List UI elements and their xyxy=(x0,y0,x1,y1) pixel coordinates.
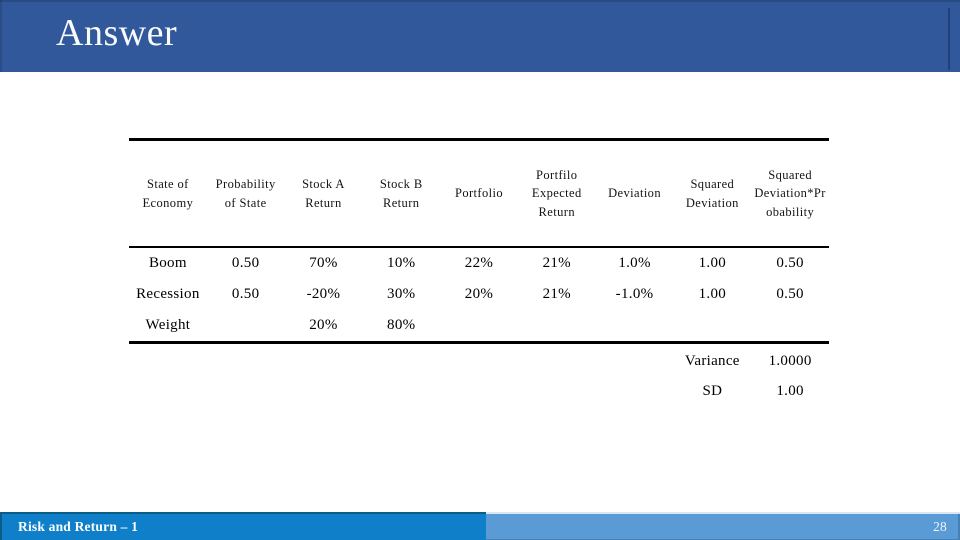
column-header-deviation: Deviation xyxy=(608,186,661,201)
table-cell: 22% xyxy=(464,255,494,271)
footer-right-bar: 28 xyxy=(486,512,960,540)
title-bar: Answer xyxy=(0,0,960,72)
column-header-squared-deviation: Squared Deviation xyxy=(685,177,739,210)
table-cell: 80% xyxy=(387,317,416,333)
sd-value: 1.00 xyxy=(776,382,804,399)
table-cell: 0.50 xyxy=(231,286,260,302)
footer-left-bar: Risk and Return – 1 xyxy=(0,512,486,540)
table-cell: 21% xyxy=(542,286,571,302)
variance-summary: Variance 1.0000 SD 1.00 xyxy=(129,346,829,406)
table-cell: -20% xyxy=(306,286,341,302)
table-cell: Weight xyxy=(145,317,191,333)
column-header-portfolio: Portfolio xyxy=(454,186,504,201)
table-cell: 21% xyxy=(542,255,571,271)
table-cell xyxy=(751,310,829,341)
column-header-stock-a-return: Stock A Return xyxy=(302,177,345,210)
column-header-state-of-economy: State of Economy xyxy=(142,177,194,210)
table-cell xyxy=(518,310,596,341)
table-cell: 20% xyxy=(309,317,338,333)
table-cell: 0.50 xyxy=(776,286,804,302)
table-cell: -1.0% xyxy=(615,286,654,302)
table-header-rule xyxy=(129,246,829,248)
table-cell: 30% xyxy=(387,286,416,302)
table-cell: 10% xyxy=(387,255,416,271)
summary-row-variance: Variance 1.0000 xyxy=(129,346,829,376)
table-row-recession: Recession 0.50 -20% 30% 20% 21% -1.0% 1.… xyxy=(129,279,829,310)
table-row-weight: Weight 20% 80% xyxy=(129,310,829,341)
table-cell: 70% xyxy=(309,255,338,271)
summary-row-sd: SD 1.00 xyxy=(129,376,829,406)
table-cell: 1.00 xyxy=(698,255,727,271)
column-header-stock-b-return: Stock B Return xyxy=(379,177,423,210)
table-cell xyxy=(207,310,285,341)
table-cell: 0.50 xyxy=(776,255,804,271)
table-cell: 0.50 xyxy=(231,255,260,271)
table-cell xyxy=(596,310,674,341)
page-number: 28 xyxy=(933,519,947,534)
column-header-squared-deviation-probability: Squared Deviation*Pr obability xyxy=(754,168,826,219)
table-cell: Recession xyxy=(136,286,200,302)
table-cell: 1.00 xyxy=(698,286,727,302)
table-row-boom: Boom 0.50 70% 10% 22% 21% 1.0% 1.00 0.50 xyxy=(129,248,829,279)
table-cell: 20% xyxy=(464,286,494,302)
table-cell: Boom xyxy=(148,255,187,271)
table-header-row: State of Economy Probability of State St… xyxy=(129,141,829,246)
table-cell: 1.0% xyxy=(618,255,651,271)
sd-label: SD xyxy=(702,382,723,399)
table-cell xyxy=(440,310,518,341)
column-header-portfolio-expected-return: Portfilo Expected Return xyxy=(531,168,582,219)
table-cell xyxy=(673,310,751,341)
footer-course-title: Risk and Return – 1 xyxy=(18,519,139,534)
variance-value: 1.0000 xyxy=(768,352,812,369)
slide-title: Answer xyxy=(56,12,178,54)
portfolio-risk-table: State of Economy Probability of State St… xyxy=(129,138,829,344)
variance-label: Variance xyxy=(684,352,740,369)
title-bar-accent-line xyxy=(948,8,950,70)
column-header-probability-of-state: Probability of State xyxy=(215,177,276,210)
